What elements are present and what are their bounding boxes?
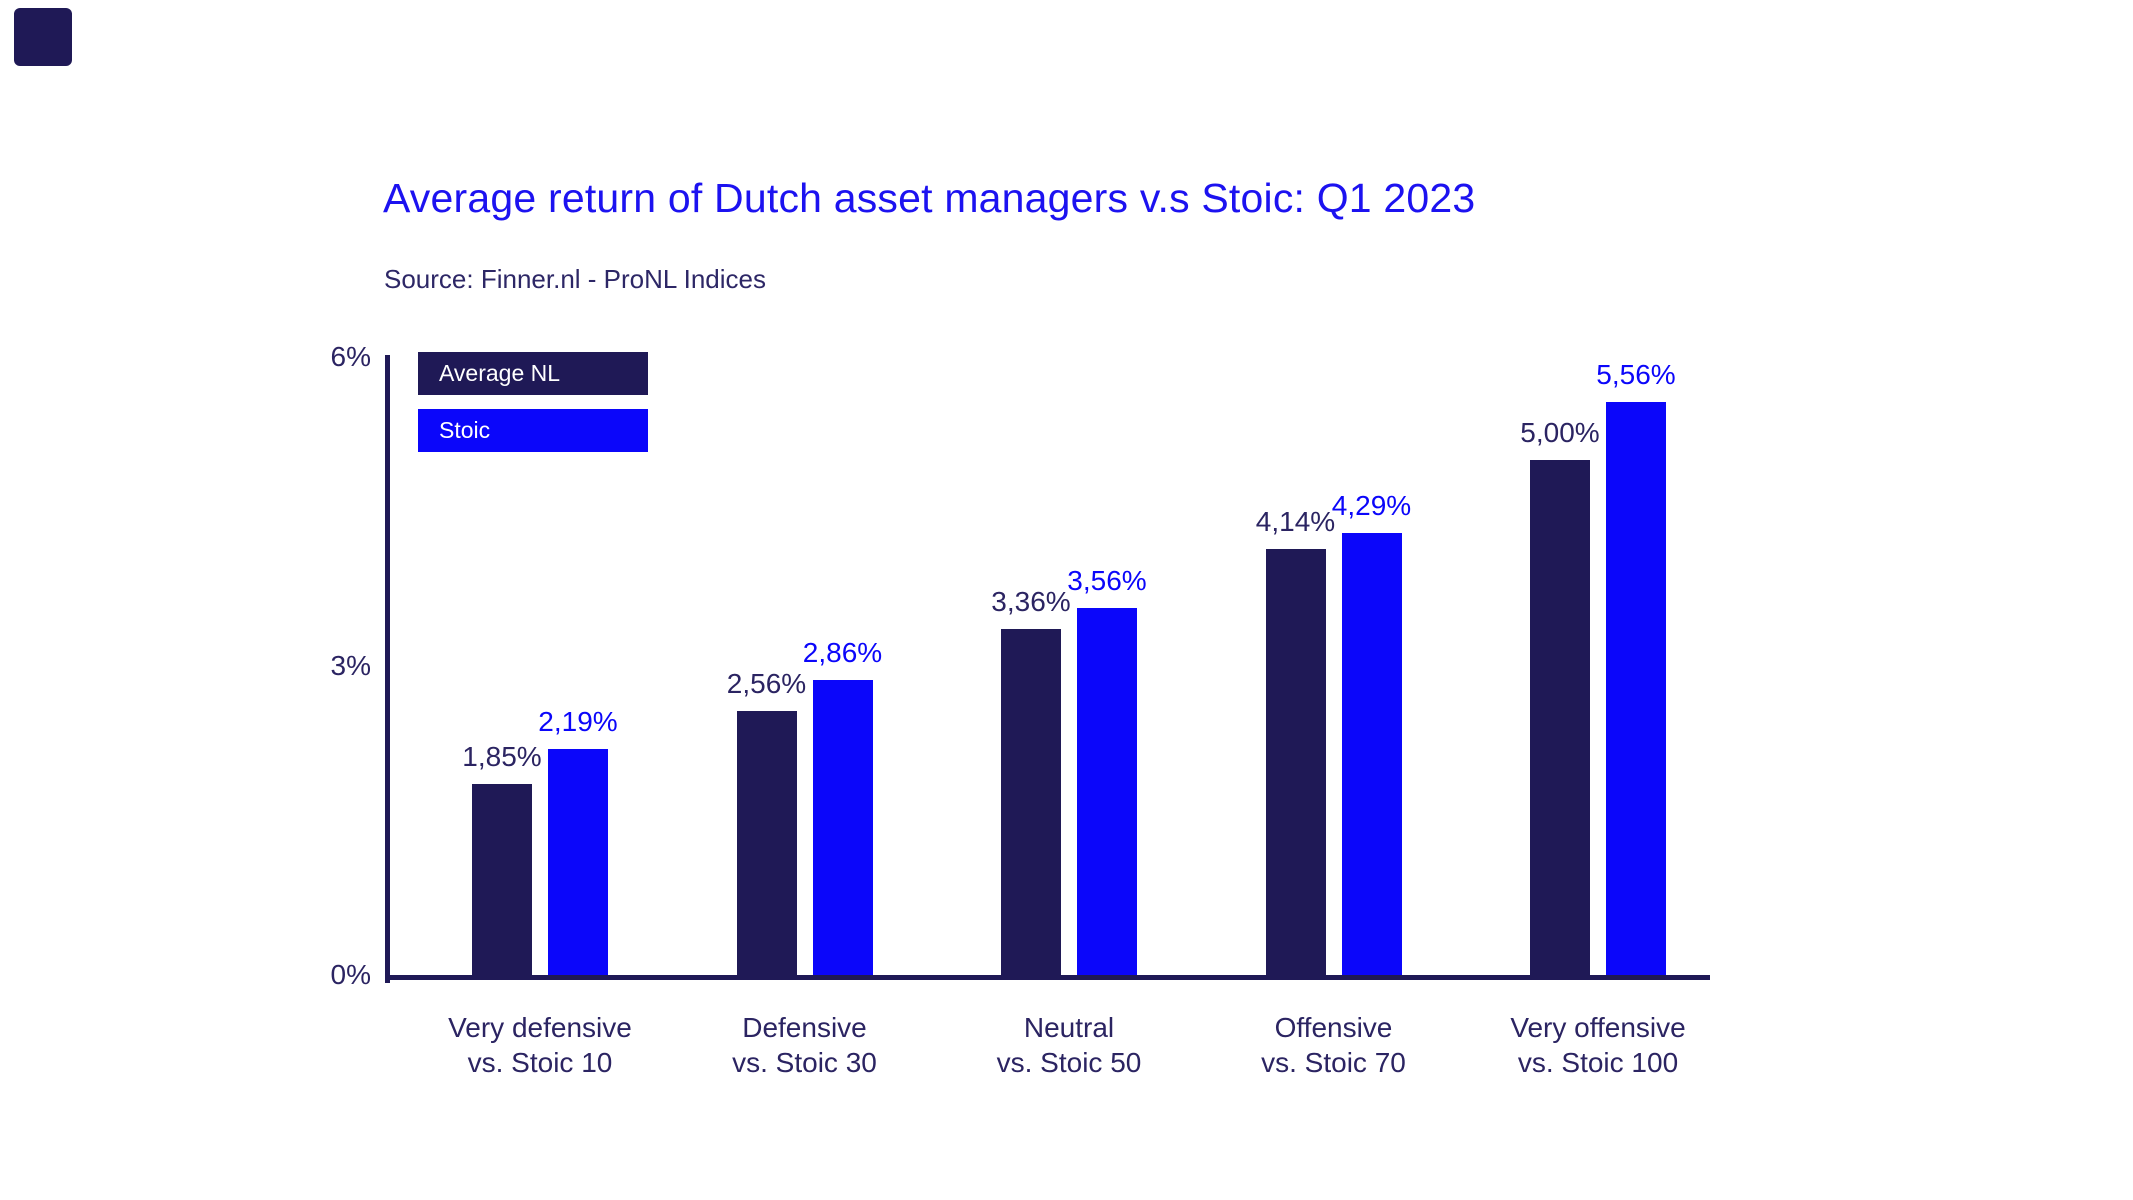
bar-value-label-stoic-group-2: 3,56%	[1067, 565, 1147, 597]
bar-value-label-stoic-group-3: 4,29%	[1331, 490, 1412, 522]
bar-stoic-group-1	[812, 680, 873, 975]
category-label-line2: vs. Stoic 30	[732, 1047, 877, 1078]
x-axis-line	[385, 975, 1710, 980]
chart-title: Average return of Dutch asset managers v…	[383, 175, 1476, 221]
bar-value-label-stoic-group-0: 2,19%	[538, 706, 618, 738]
bar-value-label-average-nl-group-2: 3,36%	[991, 585, 1071, 617]
bar-stoic-group-2	[1077, 608, 1137, 975]
category-label-line2: vs. Stoic 70	[1261, 1047, 1406, 1078]
legend: Average NL Stoic	[418, 352, 648, 452]
y-tick-label-0: 0%	[330, 959, 371, 990]
bar-average-nl-group-4	[1530, 460, 1590, 975]
bar-stoic-group-0	[548, 749, 608, 975]
bar-value-label-average-nl-group-1: 2,56%	[726, 668, 807, 700]
category-label-line1: Very offensive	[1510, 1012, 1686, 1043]
bar-stoic-group-3	[1341, 533, 1402, 975]
legend-label-stoic: Stoic	[439, 417, 491, 443]
bar-value-label-average-nl-group-3: 4,14%	[1255, 505, 1336, 537]
bar-average-nl-group-2	[1001, 628, 1061, 975]
category-label-line2: vs. Stoic 100	[1517, 1047, 1679, 1078]
category-label-line1: Defensive	[742, 1012, 867, 1043]
chart-source: Source: Finner.nl - ProNL Indices	[384, 264, 766, 294]
category-label-3: Offensive vs. Stoic 70	[1164, 1010, 1504, 1080]
bar-stoic-group-4	[1606, 402, 1666, 975]
bar-average-nl-group-0	[472, 784, 532, 975]
category-label-line1: Offensive	[1274, 1012, 1393, 1043]
category-label-2: Neutral vs. Stoic 50	[899, 1010, 1239, 1080]
category-label-4: Very offensive vs. Stoic 100	[1428, 1010, 1768, 1080]
category-label-line1: Neutral	[1023, 1012, 1115, 1043]
legend-item-stoic: Stoic	[418, 409, 648, 452]
y-tick-label-6: 6%	[330, 341, 371, 372]
category-label-line2: vs. Stoic 10	[467, 1047, 613, 1078]
category-label-0: Very defensive vs. Stoic 10	[370, 1010, 710, 1080]
y-axis-line	[385, 355, 390, 983]
category-label-line2: vs. Stoic 50	[996, 1047, 1142, 1078]
bar-value-label-stoic-group-4: 5,56%	[1596, 359, 1676, 391]
category-label-1: Defensive vs. Stoic 30	[635, 1010, 975, 1080]
category-label-line1: Very defensive	[448, 1012, 632, 1043]
y-tick-label-3: 3%	[330, 650, 371, 681]
logo-mark-icon	[14, 8, 72, 66]
bar-average-nl-group-1	[736, 711, 797, 975]
bar-value-label-average-nl-group-4: 5,00%	[1520, 417, 1600, 448]
bar-value-label-stoic-group-1: 2,86%	[802, 637, 883, 669]
legend-item-average-nl: Average NL	[418, 352, 648, 395]
bar-average-nl-group-3	[1265, 548, 1326, 975]
bar-value-label-average-nl-group-0: 1,85%	[462, 741, 542, 773]
legend-label-average-nl: Average NL	[439, 360, 561, 386]
